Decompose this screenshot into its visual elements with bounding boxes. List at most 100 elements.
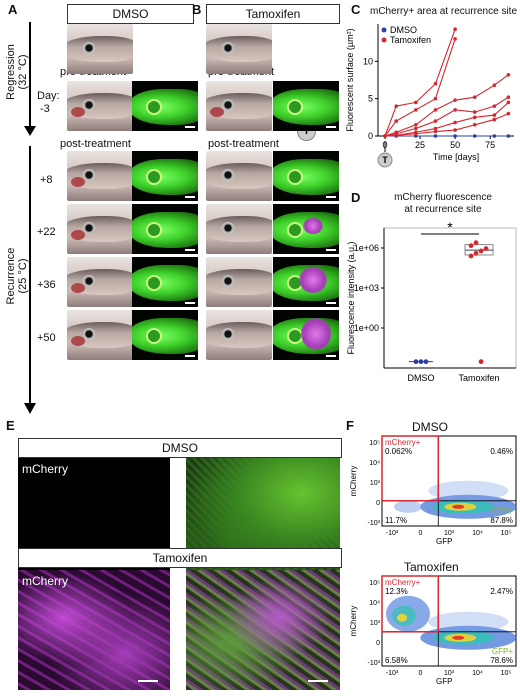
- chart-d-title: mCherry fluorescence at recurrence site: [394, 192, 492, 215]
- quadrant-lr-value: 87.8%: [490, 516, 513, 525]
- day-plus36: +36: [37, 279, 56, 291]
- density-blob: [452, 504, 465, 509]
- tamoxifen-group-label: Tamoxifen: [206, 4, 340, 24]
- day-plus22: +22: [37, 226, 56, 238]
- significance-label: *: [447, 219, 453, 235]
- post-treatment-a: post-treatment: [60, 138, 131, 150]
- plot-frame: [383, 227, 517, 369]
- data-point: [414, 100, 418, 105]
- dmso-group-label: DMSO: [67, 4, 194, 24]
- data-point: [453, 27, 457, 32]
- chart-c-title: mCherry+ area at recurrence site: [370, 6, 518, 17]
- legend-marker: [381, 27, 387, 33]
- gate-gfp-label: GFP+: [492, 507, 513, 516]
- fish-brightfield-a-d8: [67, 151, 133, 201]
- x-tick-label: 75: [485, 140, 495, 150]
- density-blob: [397, 613, 407, 622]
- fish-brightfield-b-d8: [206, 151, 272, 201]
- gate-mcherry-label: mCherry+: [385, 578, 421, 587]
- data-point: [453, 98, 457, 102]
- y-tick-label: 10³: [370, 480, 381, 487]
- y-axis-label: mCherry: [349, 606, 358, 637]
- density-blob: [428, 611, 509, 632]
- y-axis-label: mCherry: [349, 466, 358, 497]
- scale-bar: [138, 680, 158, 682]
- treatment-marker-label: T: [382, 155, 388, 165]
- timeline-arrows: [24, 22, 36, 414]
- fish-brightfield-b-d36: [206, 257, 272, 307]
- quadrant-ul-value: 12.3%: [385, 587, 408, 596]
- data-point: [414, 131, 418, 136]
- data-point: [468, 243, 474, 249]
- data-point: [394, 119, 399, 123]
- panel-letter-d: D: [351, 190, 361, 205]
- data-point: [394, 133, 399, 138]
- quadrant-lr-value: 78.6%: [490, 656, 513, 665]
- x-tick-label: Tamoxifen: [459, 373, 500, 383]
- data-point: [483, 246, 489, 252]
- gate-gfp-label: GFP+: [492, 647, 513, 656]
- x-tick-label: -10³: [386, 670, 399, 677]
- day-label: Day:: [37, 90, 60, 102]
- x-tick-label: 10³: [444, 670, 455, 677]
- density-blob: [394, 500, 422, 513]
- y-tick-label: 10: [363, 56, 373, 66]
- data-point: [394, 104, 399, 108]
- x-tick-label: DMSO: [407, 373, 434, 383]
- quadrant-ul-value: 0.062%: [385, 447, 412, 456]
- legend-label: Tamoxifen: [390, 35, 431, 45]
- data-point: [506, 100, 511, 105]
- quadrant-ur-value: 0.46%: [490, 447, 513, 456]
- data-point: [433, 108, 438, 112]
- density-blob: [428, 480, 509, 501]
- y-tick-label: 0: [376, 500, 380, 507]
- series-line: [384, 74, 509, 137]
- x-tick-label: 0: [419, 530, 423, 537]
- y-tick-label: 10⁴: [369, 460, 380, 467]
- legend-marker: [381, 37, 387, 43]
- data-point: [492, 117, 497, 122]
- data-point: [383, 134, 387, 138]
- fish-fluorescence-a-d8: [132, 151, 198, 201]
- y-tick-label: -10³: [368, 520, 381, 527]
- fish-fluorescence-b-d36: [273, 257, 339, 307]
- x-tick-label: 0: [419, 670, 423, 677]
- y-tick-label: 10⁴: [369, 600, 380, 607]
- data-point: [473, 250, 479, 256]
- fish-fluorescence-b-d50: [273, 310, 339, 360]
- recurrence-arrowhead: [24, 403, 36, 414]
- x-tick-label: 10⁴: [472, 670, 483, 677]
- fish-brightfield-a-d36: [67, 257, 133, 307]
- gate-mcherry-label: mCherry+: [385, 438, 421, 447]
- density-blob: [452, 635, 465, 640]
- regression-arrowhead: [24, 126, 36, 136]
- y-tick-label: 1e+06: [354, 243, 379, 253]
- x-tick-label: 25: [415, 140, 425, 150]
- panel-letter-b: B: [192, 2, 202, 17]
- fish-fluorescence-b-d22: [273, 204, 339, 254]
- y-tick-label: 1e+03: [354, 283, 379, 293]
- f-tamoxifen-title: Tamoxifen: [404, 560, 459, 574]
- flow-dmso: mCherry+0.062% 0.46% GFP+87.8% 11.7% 10⁵ 10⁴ 1…: [349, 435, 517, 546]
- series-line: [384, 113, 509, 137]
- fish-brightfield-a-d22: [67, 204, 133, 254]
- data-point: [453, 108, 457, 112]
- x-tick-label: 10³: [444, 530, 455, 537]
- data-point: [414, 123, 418, 127]
- fish-fluorescence-a-pre: [132, 81, 198, 131]
- panel-letter-f: F: [346, 418, 354, 433]
- data-point: [433, 119, 438, 123]
- panel-letter-e: E: [6, 418, 15, 433]
- data-point: [506, 72, 511, 77]
- panel-letter-a: A: [8, 2, 18, 17]
- data-point: [506, 134, 511, 138]
- data-point: [506, 111, 511, 116]
- data-point: [492, 113, 497, 117]
- data-point: [472, 115, 477, 120]
- data-point: [492, 134, 497, 138]
- x-axis-label: GFP: [436, 677, 452, 686]
- data-point: [472, 95, 477, 99]
- data-point: [433, 126, 438, 131]
- data-point: [453, 37, 457, 41]
- x-tick-label: 10⁵: [501, 670, 512, 677]
